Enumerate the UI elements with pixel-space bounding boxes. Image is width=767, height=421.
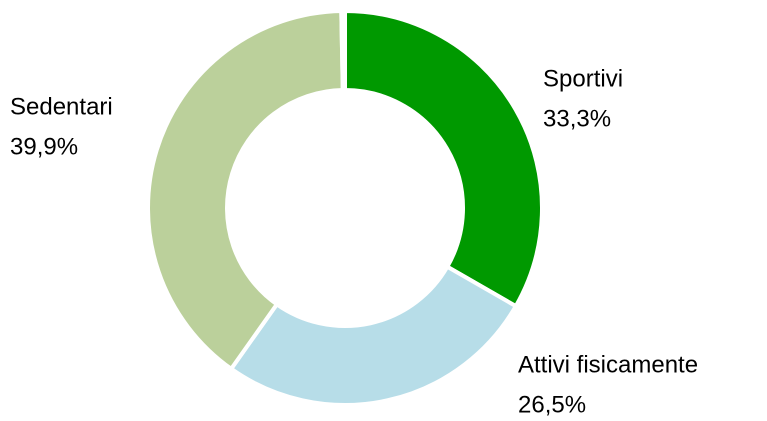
- slice-label: Sedentari: [10, 93, 113, 120]
- donut-slice: [228, 264, 519, 407]
- slice-value-label: 26,5%: [518, 391, 586, 418]
- slice-label: Attivi fisicamente: [518, 351, 698, 378]
- donut-slice: [343, 8, 544, 309]
- slice-value-label: 39,9%: [10, 133, 78, 160]
- donut-slice: [339, 8, 347, 93]
- donut-slice: [146, 8, 345, 372]
- slice-label: Sportivi: [543, 65, 623, 92]
- slice-value-label: 33,3%: [543, 105, 611, 132]
